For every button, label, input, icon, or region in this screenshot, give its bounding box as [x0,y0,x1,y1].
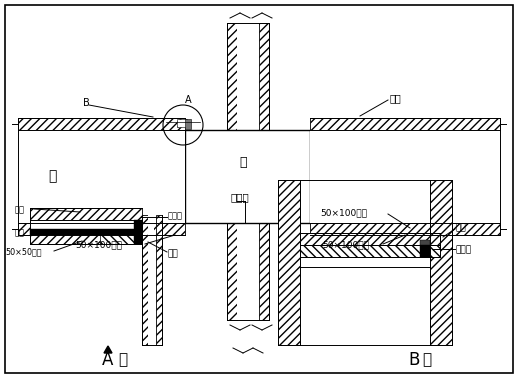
Text: 海绵条: 海绵条 [456,245,472,254]
Text: 50×100木枋: 50×100木枋 [320,209,367,217]
Bar [185,119,191,129]
Bar [259,223,269,320]
Bar [430,180,452,345]
Bar [310,223,500,235]
Bar [185,130,310,223]
Bar [100,232,142,244]
Bar [420,245,430,257]
Text: B: B [83,98,90,108]
Bar [237,223,259,320]
Text: 铁钉: 铁钉 [15,206,25,214]
Bar [237,23,259,130]
Bar [134,220,142,244]
Bar [300,245,440,257]
Bar [18,130,185,223]
Text: 模板: 模板 [168,249,179,259]
Text: A: A [185,95,191,105]
Bar [30,208,142,220]
Bar [148,215,154,345]
Text: 图: 图 [118,353,127,367]
Text: A: A [103,351,113,369]
Bar [259,23,269,130]
Text: 梁: 梁 [48,169,56,183]
Bar [300,233,440,245]
Bar [227,23,237,130]
Bar [177,119,187,127]
Bar [18,118,185,130]
Text: 50×100木枋: 50×100木枋 [322,240,369,249]
Bar [156,215,162,345]
Polygon shape [104,346,112,353]
Text: B: B [408,351,420,369]
Text: 图: 图 [422,353,431,367]
Text: 钢管: 钢管 [15,228,25,237]
Bar [18,223,185,235]
Bar [420,240,430,245]
Bar [30,232,142,244]
Bar [278,180,300,345]
Bar [30,229,142,235]
Text: 模板: 模板 [390,93,402,103]
Text: 50×50木枋: 50×50木枋 [5,248,41,257]
Bar [310,118,500,130]
Text: 海绵条: 海绵条 [168,212,183,220]
Text: 柱: 柱 [239,156,247,169]
Bar [310,130,500,223]
Text: 50×100木枋: 50×100木枋 [75,240,122,249]
Bar [227,223,237,320]
Text: 模板: 模板 [456,223,467,232]
Bar [30,220,142,232]
Text: 海绵条: 海绵条 [231,192,249,202]
Bar [142,215,148,345]
